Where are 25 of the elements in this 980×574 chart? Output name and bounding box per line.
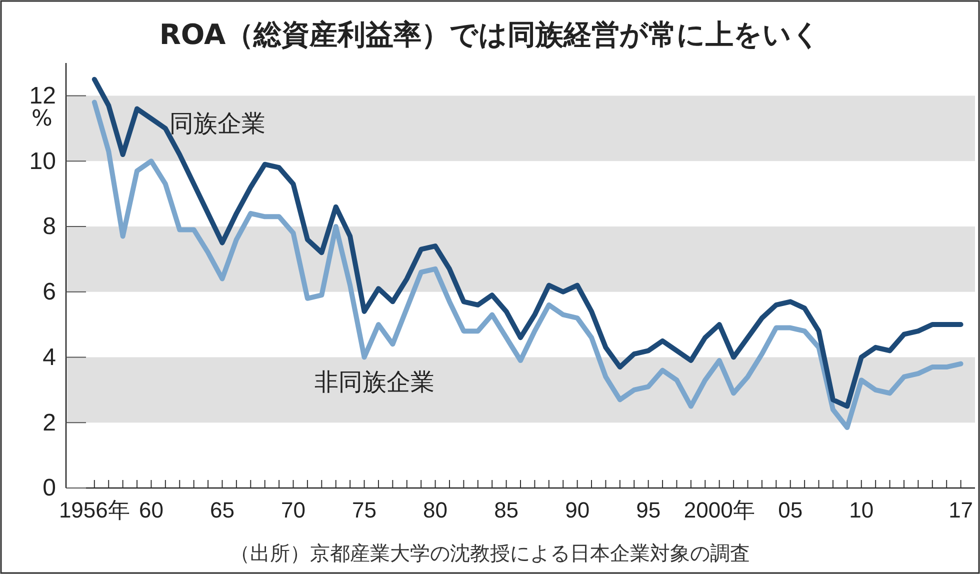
text: （出所）京都産業大学の沈教授による日本企業対象の調査 bbox=[230, 541, 750, 565]
y-tick-label: 2 bbox=[42, 409, 56, 436]
x-tick-label: 95 bbox=[636, 497, 661, 522]
y-tick-label: 12 bbox=[29, 82, 56, 110]
x-tick-label: 85 bbox=[494, 497, 519, 522]
x-tick-label: 10 bbox=[849, 497, 874, 522]
y-tick-label: 8 bbox=[42, 213, 56, 240]
y-tick-label: 4 bbox=[42, 344, 56, 371]
y-tick-label: 0 bbox=[42, 474, 56, 502]
y-tick-label: 10 bbox=[29, 148, 56, 175]
series-label: 同族企業 bbox=[170, 110, 266, 138]
x-tick-label: 17 bbox=[948, 497, 974, 522]
x-tick-label: 90 bbox=[565, 497, 590, 522]
x-tick-label: 2000年 bbox=[684, 497, 755, 522]
y-tick-label: 6 bbox=[42, 278, 56, 306]
chart-title: ROA（総資産利益率）では同族経営が常に上をいく bbox=[159, 18, 821, 51]
x-tick-label: 60 bbox=[138, 497, 164, 522]
y-axis-title: % bbox=[32, 106, 52, 132]
x-tick-label: 65 bbox=[210, 497, 234, 522]
x-tick-label: 1956年 bbox=[58, 497, 130, 522]
series-label: 非同族企業 bbox=[314, 368, 435, 396]
x-tick-label: 75 bbox=[352, 497, 377, 522]
x-tick-label: 80 bbox=[423, 497, 448, 522]
x-tick-label: 05 bbox=[778, 497, 803, 522]
x-tick-label: 70 bbox=[281, 497, 306, 522]
